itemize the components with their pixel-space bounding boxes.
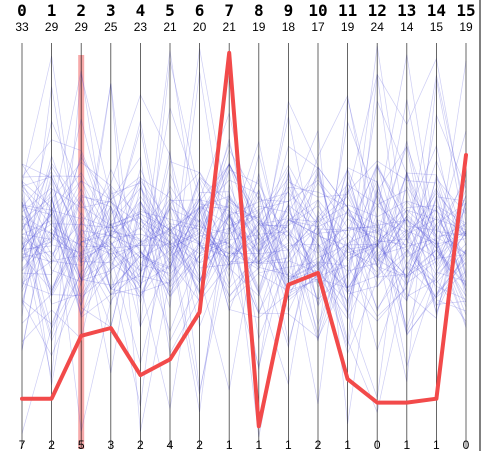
axis-id-label: 14 [427,1,446,20]
background-line [21,121,467,297]
background-line [21,144,467,355]
background-line [21,140,467,349]
axis-id-label: 7 [224,1,234,20]
background-line [21,50,467,316]
background-line [21,93,467,391]
axis-min-label: 1 [226,438,233,451]
axis-id-label: 12 [368,1,387,20]
axis-min-label: 2 [48,438,55,451]
background-line [21,145,467,318]
background-line [21,163,467,281]
axis-id-label: 0 [17,1,27,20]
axis-id-label: 10 [308,1,327,20]
background-line [21,130,467,298]
axis-min-label: 1 [285,438,292,451]
axis-max-label: 29 [45,20,59,34]
axis-min-label: 1 [255,438,262,451]
axis-max-label: 17 [311,20,325,34]
axis-min-label: 7 [19,438,26,451]
background-line [21,113,467,329]
background-line [21,163,467,368]
background-line [21,156,467,370]
axis-max-label: 21 [223,20,237,34]
axis-min-label: 3 [107,438,114,451]
background-line [21,111,467,349]
background-line [21,138,467,432]
background-line [21,177,467,355]
axis-min-label: 4 [167,438,174,451]
background-line [21,149,467,305]
axis-id-label: 9 [284,1,294,20]
axes [21,0,481,451]
background-line [21,180,467,438]
axis-id-label: 6 [195,1,205,20]
axis-id-label: 8 [254,1,264,20]
axis-id-label: 15 [456,1,475,20]
background-line [21,160,467,281]
axis-min-label: 2 [196,438,203,451]
axis-id-label: 13 [397,1,416,20]
axis-min-label: 1 [433,438,440,451]
axis-min-label: 2 [315,438,322,451]
axis-max-label: 23 [134,20,148,34]
axis-id-label: 4 [136,1,146,20]
axis-labels-bottom: 7 2 5 3 2 4 2 1 1 1 2 1 0 1 1 0 [19,438,470,451]
background-line [21,74,467,378]
highlighted-series-line [20,50,468,429]
axis-max-label: 14 [400,20,414,34]
axis-max-label: 19 [341,20,355,34]
axis-min-label: 1 [403,438,410,451]
axis-max-label: 19 [459,20,473,34]
background-line [21,99,467,318]
background-line [21,188,467,307]
axis-max-label: 15 [430,20,444,34]
background-line [21,75,467,281]
axis-labels-top: 0331292293254235216207218199181017111912… [15,1,475,34]
axis-id-label: 1 [47,1,57,20]
axis-max-label: 24 [371,20,385,34]
background-line [21,128,467,288]
axis-max-label: 33 [15,20,29,34]
axis-max-label: 20 [193,20,207,34]
axis-min-label: 2 [137,438,144,451]
axis-id-label: 3 [106,1,116,20]
background-line [21,48,467,399]
background-line [21,181,467,312]
axis-id-label: 11 [338,1,357,20]
axis-max-label: 29 [75,20,89,34]
background-line [21,60,467,351]
axis-min-label: 5 [78,438,85,451]
background-line [21,172,467,343]
axis-id-label: 2 [76,1,86,20]
highlighted-series-layer [20,50,468,429]
axis-id-label: 5 [165,1,175,20]
axis-max-label: 19 [252,20,266,34]
axis-min-label: 1 [344,438,351,451]
background-line [21,86,467,317]
axis-max-label: 18 [282,20,296,34]
background-line [21,120,467,322]
axis-min-label: 0 [463,438,470,451]
background-line [21,233,467,342]
axis-min-label: 0 [374,438,381,451]
axis-max-label: 21 [163,20,177,34]
axis-max-label: 25 [104,20,118,34]
